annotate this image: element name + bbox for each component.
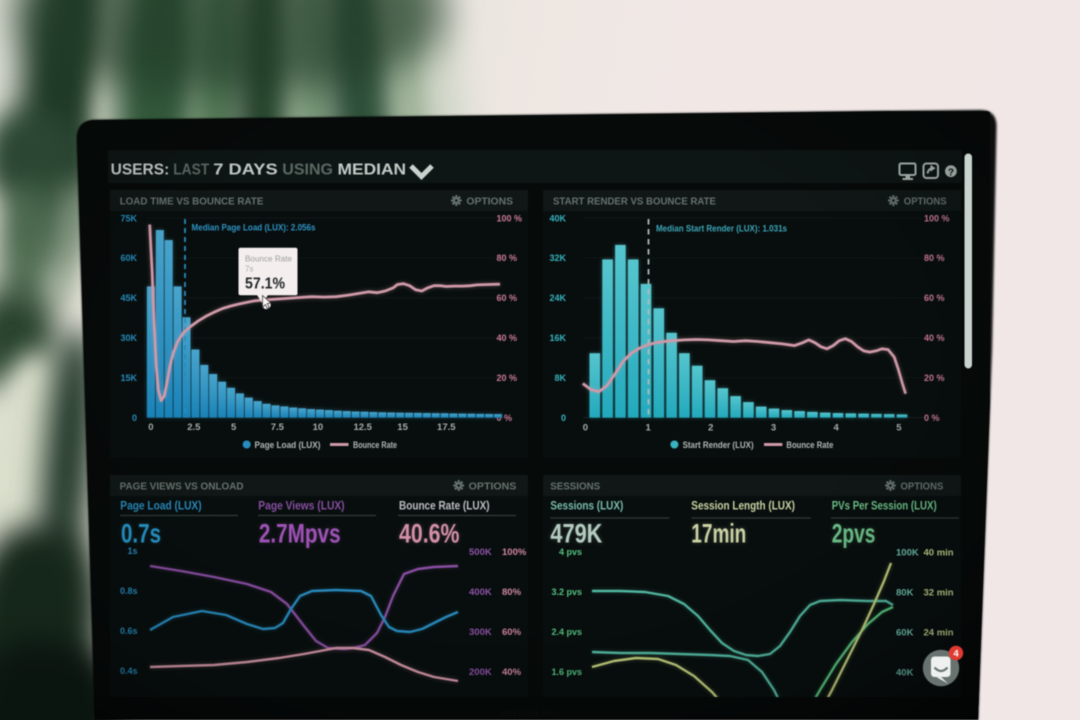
svg-text:7s: 7s (245, 265, 253, 274)
svg-text:57.1%: 57.1% (245, 276, 285, 293)
svg-text:4: 4 (953, 648, 959, 659)
svg-text:Bounce Rate: Bounce Rate (245, 255, 293, 264)
